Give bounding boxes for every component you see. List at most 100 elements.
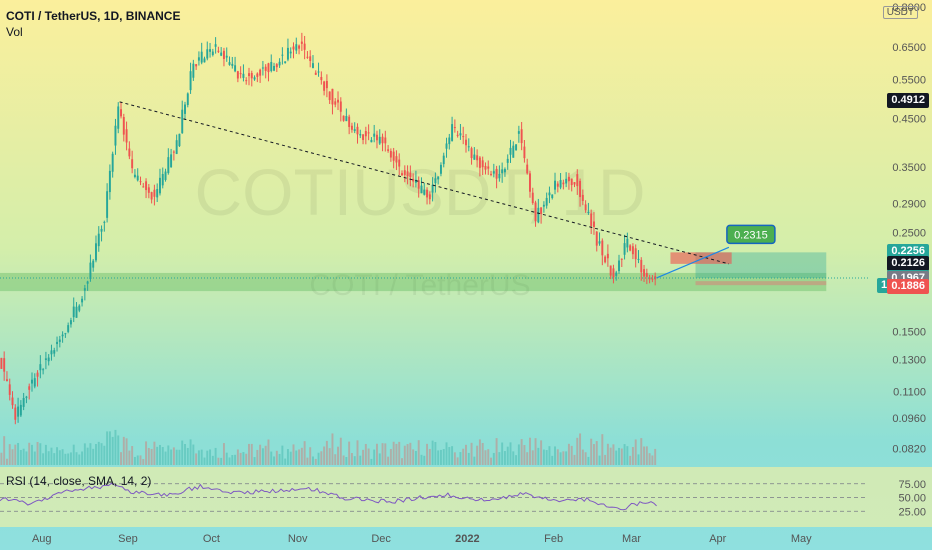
volume-bar <box>362 449 365 465</box>
rsi-tick-label: 50.00 <box>898 493 926 505</box>
candle-body <box>150 192 153 200</box>
volume-bar <box>295 450 298 465</box>
candle-body <box>72 306 75 318</box>
candle-body <box>651 278 654 280</box>
volume-bar <box>456 457 459 465</box>
candle-body <box>398 159 401 167</box>
candle-body <box>609 265 612 276</box>
candle-body <box>111 153 114 172</box>
volume-bar <box>203 457 206 465</box>
candle-body <box>370 139 373 143</box>
currency-label: USDT <box>882 6 918 19</box>
candle-body <box>517 131 520 134</box>
volume-bar <box>197 450 200 465</box>
candle-body <box>501 169 504 174</box>
volume-bar <box>581 449 584 465</box>
candle-body <box>403 170 406 176</box>
volume-bar <box>476 445 479 465</box>
volume-bar <box>570 445 573 465</box>
symbol-title: COTI / TetherUS, 1D, BINANCE <box>6 9 181 23</box>
candle-body <box>498 173 501 179</box>
price-tick-label: 0.6500 <box>892 42 926 54</box>
candle-body <box>350 125 353 130</box>
candle-body <box>331 88 334 105</box>
candle-body <box>153 189 156 197</box>
candle-body <box>164 171 167 180</box>
candle-body <box>292 46 295 50</box>
volume-bar <box>434 442 437 465</box>
volume-bar <box>328 448 331 465</box>
volume-bar <box>222 443 225 465</box>
volume-bar <box>609 447 612 465</box>
volume-bar <box>17 442 20 465</box>
volume-bar <box>595 441 598 465</box>
volume-bar <box>242 452 245 465</box>
projection-arrow <box>656 246 730 279</box>
volume-bar <box>92 448 95 465</box>
candle-body <box>490 173 493 175</box>
candle-body <box>590 213 593 226</box>
volume-bar <box>248 443 250 465</box>
volume-bar <box>523 445 526 465</box>
volume-bar <box>192 444 195 465</box>
target-label: 0.2315 <box>734 229 768 241</box>
volume-bar <box>209 449 212 465</box>
time-tick-label: Aug <box>32 533 52 545</box>
candle-body <box>47 357 50 362</box>
candle-body <box>529 173 531 192</box>
candle-body <box>384 137 387 144</box>
candle-body <box>289 51 292 54</box>
candle-body <box>359 134 362 136</box>
volume-bar <box>350 453 353 465</box>
volume-bar <box>286 449 289 465</box>
volume-bar <box>515 455 518 465</box>
candle-body <box>573 182 576 185</box>
candle-body <box>181 109 184 134</box>
volume-bar <box>520 439 523 465</box>
candle-body <box>36 372 39 377</box>
volume-bar <box>651 455 654 465</box>
volume-bar <box>83 443 86 465</box>
candle-body <box>478 157 481 168</box>
candle-body <box>114 125 117 146</box>
candle-body <box>125 129 128 143</box>
candle-body <box>248 73 250 77</box>
candle-body <box>542 204 545 207</box>
candle-body <box>167 157 170 174</box>
candle-body <box>634 248 637 260</box>
volume-bar <box>120 452 122 465</box>
candle-body <box>381 136 384 144</box>
candle-body <box>161 174 164 186</box>
volume-bar <box>481 443 484 465</box>
candle-body <box>69 320 72 325</box>
volume-bar <box>86 447 89 465</box>
volume-bar <box>473 456 476 465</box>
candle-body <box>654 276 657 280</box>
volume-bar <box>353 456 356 465</box>
volume-bar <box>81 451 84 465</box>
candle-body <box>75 306 78 318</box>
volume-bar <box>654 448 657 465</box>
candle-body <box>50 350 53 355</box>
volume-bar <box>214 447 217 465</box>
candle-body <box>506 158 509 163</box>
volume-bar <box>303 441 306 465</box>
volume-bar <box>275 450 278 465</box>
candle-body <box>264 66 267 71</box>
candle-body <box>328 91 331 101</box>
candle-body <box>565 178 568 184</box>
candle-body <box>320 76 323 81</box>
volume-bar <box>428 448 431 465</box>
chart-header: COTI / TetherUS, 1D, BINANCE Vol <box>6 8 180 40</box>
candle-body <box>334 101 337 105</box>
candle-body <box>618 260 620 272</box>
candle-body <box>217 50 220 52</box>
volume-bar <box>467 452 470 465</box>
volume-bar <box>95 444 97 465</box>
volume-bar <box>289 451 292 465</box>
volume-bar <box>253 457 256 465</box>
candle-body <box>286 47 289 60</box>
candle-body <box>487 166 490 169</box>
